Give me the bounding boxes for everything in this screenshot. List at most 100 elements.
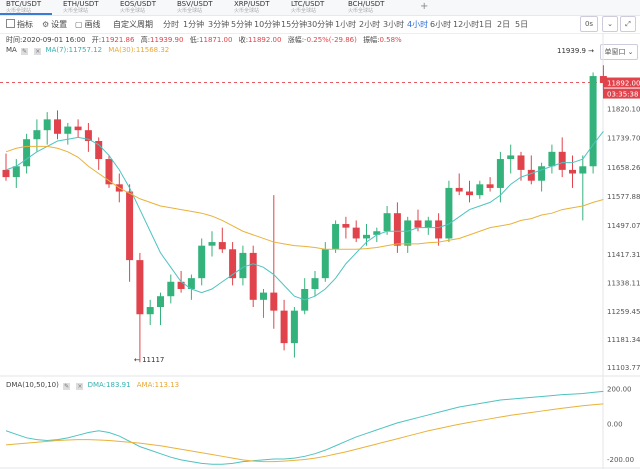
candle-body xyxy=(157,296,164,308)
indicator-checkbox-icon xyxy=(6,19,15,28)
period-5[interactable]: 15分钟 xyxy=(281,20,308,29)
period-2[interactable]: 3分钟 xyxy=(208,20,230,29)
candle-body xyxy=(229,249,237,279)
ma-settings-icon[interactable]: ✎ xyxy=(21,48,29,55)
countdown-text: 03:35:38 xyxy=(607,91,638,99)
dma-settings-icon[interactable]: ✎ xyxy=(63,383,71,390)
timer-dropdown[interactable]: ⌄ xyxy=(602,16,618,32)
candle-body xyxy=(435,220,443,239)
dma-axis-label: 200.00 xyxy=(607,386,632,394)
candle-body xyxy=(538,166,546,181)
price-axis-label: 11820.10 xyxy=(607,105,640,113)
candle-body xyxy=(23,139,31,167)
tab-ltc-usdt[interactable]: LTC/USDT 火币全球站 xyxy=(291,0,324,15)
candle-body xyxy=(146,307,154,315)
period-14[interactable]: 2日 xyxy=(497,20,511,29)
period-1[interactable]: 1分钟 xyxy=(183,20,205,29)
gear-icon: ⚙ xyxy=(42,20,50,29)
fullscreen-icon: ⤢ xyxy=(625,20,631,28)
candle-body xyxy=(187,278,195,289)
settings-button[interactable]: ⚙ 设置 xyxy=(42,20,68,29)
tab-eos-usdt[interactable]: EOS/USDT 火币全球站 xyxy=(120,0,156,15)
candle-body xyxy=(260,292,267,300)
add-tab-icon[interactable]: + xyxy=(420,1,429,12)
tab-symbol: EOS/USDT xyxy=(120,0,156,8)
period-4[interactable]: 10分钟 xyxy=(254,20,281,29)
period-8[interactable]: 2小时 xyxy=(359,20,381,29)
candle-body xyxy=(12,166,20,178)
current-price-tag xyxy=(603,77,640,88)
indicator-button[interactable]: 指标 xyxy=(6,19,33,30)
candle-body xyxy=(95,141,103,160)
low-price-marker: ← 11117 xyxy=(134,356,165,364)
period-12[interactable]: 12小时 xyxy=(453,20,480,29)
period-13[interactable]: 1日 xyxy=(479,20,493,29)
tab-exchange: 火币全球站 xyxy=(63,8,89,14)
candle-body xyxy=(2,169,10,178)
candle-body xyxy=(517,155,525,170)
tab-symbol: XRP/USDT xyxy=(234,0,270,8)
candle-body xyxy=(33,130,41,140)
ma30-label: MA(30): xyxy=(108,46,136,54)
fullscreen-button[interactable]: ⤢ xyxy=(620,16,636,32)
candle-body xyxy=(290,310,298,344)
candle-body xyxy=(321,249,329,279)
tab-bsv-usdt[interactable]: BSV/USDT 火币全球站 xyxy=(177,0,213,15)
candle-body xyxy=(363,234,370,239)
ma30-line xyxy=(5,145,604,250)
dma-axis-label: 0.00 xyxy=(607,421,623,429)
period-15[interactable]: 5日 xyxy=(515,20,529,29)
tab-symbol: LTC/USDT xyxy=(291,0,325,8)
dma-line xyxy=(5,390,604,465)
dma-close-icon[interactable]: × xyxy=(76,383,84,390)
ama-value: 113.13 xyxy=(154,381,180,389)
period-10[interactable]: 4小时 xyxy=(407,20,429,29)
period-7[interactable]: 1小时 xyxy=(335,20,357,29)
candle-body xyxy=(476,184,484,196)
custom-period-button[interactable]: 自定义周期 xyxy=(113,20,153,29)
price-axis-label: 11338.11 xyxy=(607,279,640,287)
candle-body xyxy=(64,126,72,134)
chart-toolbar: 指标 ⚙ 设置 ▢ 画线 自定义周期 分时 1分钟 3分钟 5分钟 10分钟 15分钟 30分钟… xyxy=(0,15,640,34)
ohlc-info-line: 时间:2020-09-01 16:00 开:11921.86 高:11939.9… xyxy=(6,36,402,44)
candle-body xyxy=(167,281,175,297)
ma30-value: 11568.32 xyxy=(135,46,170,54)
period-0[interactable]: 分时 xyxy=(163,20,179,29)
dma-value: 183.91 xyxy=(106,381,131,389)
tab-xrp-usdt[interactable]: XRP/USDT 火币全球站 xyxy=(234,0,269,15)
candle-body xyxy=(54,119,61,134)
candle-body xyxy=(589,76,597,167)
candle-body xyxy=(270,292,278,311)
dma-legend: DMA(10,50,10) ✎ × DMA:183.91 AMA:113.13 xyxy=(6,381,180,390)
candle-body xyxy=(136,260,144,315)
candle-body xyxy=(558,151,566,170)
tab-bch-usdt[interactable]: BCH/USDT 火币全球站 xyxy=(348,0,384,15)
period-3[interactable]: 5分钟 xyxy=(231,20,253,29)
candle-body xyxy=(548,151,556,167)
tab-eth-usdt[interactable]: ETH/USDT 火币全球站 xyxy=(63,0,99,15)
candle-body xyxy=(383,213,391,232)
period-9[interactable]: 3小时 xyxy=(383,20,405,29)
price-axis-label: 11417.31 xyxy=(607,251,640,259)
period-6[interactable]: 30分钟 xyxy=(307,20,334,29)
candle-body xyxy=(43,119,51,131)
dma-label: DMA: xyxy=(87,381,107,389)
price-axis-label: 11497.07 xyxy=(607,222,640,230)
timer-toggle[interactable]: 0s xyxy=(580,16,598,32)
candle-body xyxy=(177,281,185,289)
chevron-down-icon: ⌄ xyxy=(625,48,634,56)
tab-exchange: 火币全球站 xyxy=(348,8,374,14)
ma-close-icon[interactable]: × xyxy=(34,48,42,55)
tab-btc-usdt[interactable]: BTC/USDT 火币全球站 xyxy=(6,0,41,15)
candle-body xyxy=(414,220,422,228)
single-window-button[interactable]: 单窗口 ⌄ xyxy=(600,44,638,60)
ama-line xyxy=(5,403,604,463)
ma7-value: 11757.12 xyxy=(68,46,103,54)
draw-line-button[interactable]: ▢ 画线 xyxy=(75,20,101,29)
candle-body xyxy=(455,187,463,192)
period-11[interactable]: 6小时 xyxy=(430,20,452,29)
candle-body xyxy=(208,242,216,246)
tab-exchange: 火币全球站 xyxy=(234,8,260,14)
tab-exchange: 火币全球站 xyxy=(120,8,146,14)
